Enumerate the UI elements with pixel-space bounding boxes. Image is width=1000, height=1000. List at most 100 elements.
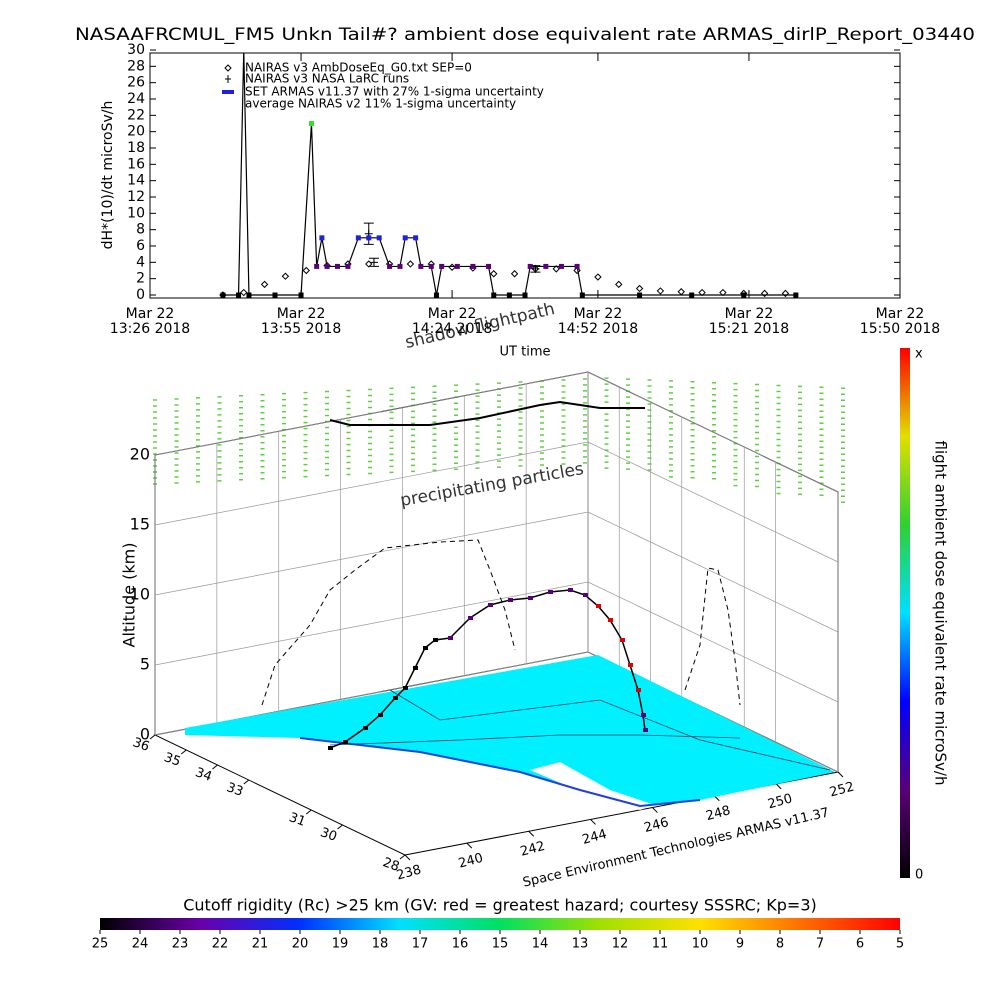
data-point bbox=[236, 292, 242, 298]
dose-marker-column bbox=[540, 380, 544, 466]
flight-point bbox=[423, 646, 428, 650]
dose-marker-column bbox=[755, 383, 759, 488]
dose-marker-column bbox=[561, 379, 566, 465]
map-white bbox=[530, 762, 655, 810]
data-point bbox=[428, 263, 434, 269]
data-point bbox=[324, 263, 330, 269]
y-tick-label: 30 bbox=[318, 825, 339, 845]
colorbar-tick-label: 7 bbox=[816, 937, 824, 952]
colorbar-tick-label: 15 bbox=[492, 937, 509, 952]
dose-marker-column bbox=[389, 387, 394, 474]
data-point bbox=[418, 263, 424, 269]
data-point bbox=[522, 292, 528, 298]
dose-marker-column bbox=[819, 386, 824, 497]
data-point bbox=[241, 48, 246, 53]
y-tick-label: 12 bbox=[127, 189, 145, 205]
map-surface bbox=[185, 655, 835, 806]
x-tick-label: 246 bbox=[642, 815, 670, 836]
data-point bbox=[781, 289, 790, 298]
colorbar-tick-label: 22 bbox=[212, 937, 229, 952]
colorbar-tick-label: 10 bbox=[692, 937, 709, 952]
data-point bbox=[298, 292, 304, 298]
dose-marker-column bbox=[432, 385, 437, 472]
flight-point bbox=[568, 588, 573, 592]
y-tick-label: 31 bbox=[287, 810, 308, 830]
x-tick bbox=[528, 830, 535, 837]
flight-point bbox=[643, 728, 648, 732]
x-tick bbox=[652, 807, 658, 813]
dose-marker-column bbox=[497, 382, 501, 468]
boundaries bbox=[389, 689, 831, 771]
data-point bbox=[240, 288, 248, 297]
flight-path bbox=[329, 589, 646, 749]
colorbar-tick-label: 16 bbox=[452, 937, 469, 952]
data-point bbox=[246, 292, 252, 298]
colorbar-label: flight ambient dose equivalent rate micr… bbox=[932, 441, 950, 786]
dose-marker-column bbox=[174, 398, 179, 484]
colorbar bbox=[900, 348, 910, 878]
dose-marker-column bbox=[368, 388, 372, 475]
data-point bbox=[491, 292, 497, 298]
z-tick-label: 0 bbox=[140, 725, 150, 744]
legend-label: SET ARMAS v11.37 with 27% 1-sigma uncert… bbox=[245, 85, 544, 99]
colorbar-tick-label: 25 bbox=[92, 937, 109, 952]
flight-point bbox=[608, 618, 613, 622]
z-tick-label: 15 bbox=[130, 515, 150, 534]
data-point bbox=[454, 263, 460, 269]
data-point bbox=[635, 284, 644, 293]
colorbar-tick-label: 24 bbox=[132, 937, 149, 952]
y-tick-label: 30 bbox=[127, 42, 145, 58]
x-tick-label: Mar 22 bbox=[428, 306, 477, 322]
data-point bbox=[281, 272, 290, 280]
data-point bbox=[527, 263, 533, 269]
colorbar-bottom-label: 0 bbox=[915, 868, 923, 883]
y-tick-label: 4 bbox=[136, 254, 145, 270]
flight-point bbox=[641, 713, 646, 717]
legend-label: NAIRAS v3 NASA LaRC runs bbox=[245, 72, 409, 86]
data-point bbox=[366, 235, 372, 241]
data-point bbox=[448, 263, 456, 271]
dose-marker-column bbox=[217, 396, 222, 482]
colorbar-title: Cutoff rigidity (Rc) >25 km (GV: red = g… bbox=[183, 896, 817, 915]
data-point bbox=[319, 235, 325, 241]
dose-marker-column bbox=[239, 395, 243, 481]
legend-symbol bbox=[226, 90, 230, 94]
y-tick-label: 22 bbox=[127, 107, 145, 123]
z-axis-label: Altitude (km) bbox=[120, 543, 139, 648]
grid-line bbox=[154, 511, 839, 633]
colorbar-tick-label: 5 bbox=[896, 937, 904, 952]
y-tick-label: 34 bbox=[193, 765, 214, 785]
colorbar-tick-label: 17 bbox=[412, 937, 429, 952]
y-tick-label: 24 bbox=[127, 91, 145, 107]
flight-point bbox=[468, 616, 473, 620]
y-tick-label: 26 bbox=[127, 75, 145, 91]
flight-point bbox=[343, 740, 348, 744]
z-tick-label: 5 bbox=[140, 655, 150, 674]
data-point bbox=[397, 263, 403, 269]
data-point bbox=[741, 292, 747, 298]
dose-marker-column bbox=[841, 387, 845, 503]
plot-area bbox=[219, 48, 799, 298]
dose-marker-column bbox=[325, 390, 329, 477]
data-point bbox=[486, 263, 492, 269]
x-axis-label: UT time bbox=[500, 345, 551, 360]
data-point bbox=[573, 266, 581, 275]
y-tick bbox=[180, 749, 187, 755]
x-tick-label: 248 bbox=[704, 803, 732, 824]
y-tick-label: 20 bbox=[127, 124, 145, 140]
data-point bbox=[302, 266, 310, 275]
y-tick bbox=[305, 809, 312, 815]
colorbar-tick-label: 8 bbox=[776, 937, 784, 952]
y-tick-label: 8 bbox=[136, 222, 145, 238]
dose-marker-column bbox=[733, 382, 738, 487]
dose-marker-column bbox=[196, 397, 200, 483]
dose-marker-column bbox=[690, 381, 695, 479]
top-path bbox=[329, 400, 645, 426]
data-point bbox=[552, 265, 560, 273]
y-tick bbox=[243, 779, 250, 785]
x-tick-label: Mar 22 bbox=[126, 306, 175, 322]
flight-point bbox=[448, 636, 453, 640]
y-tick-label: 36 bbox=[131, 735, 152, 755]
data-point bbox=[387, 263, 393, 269]
